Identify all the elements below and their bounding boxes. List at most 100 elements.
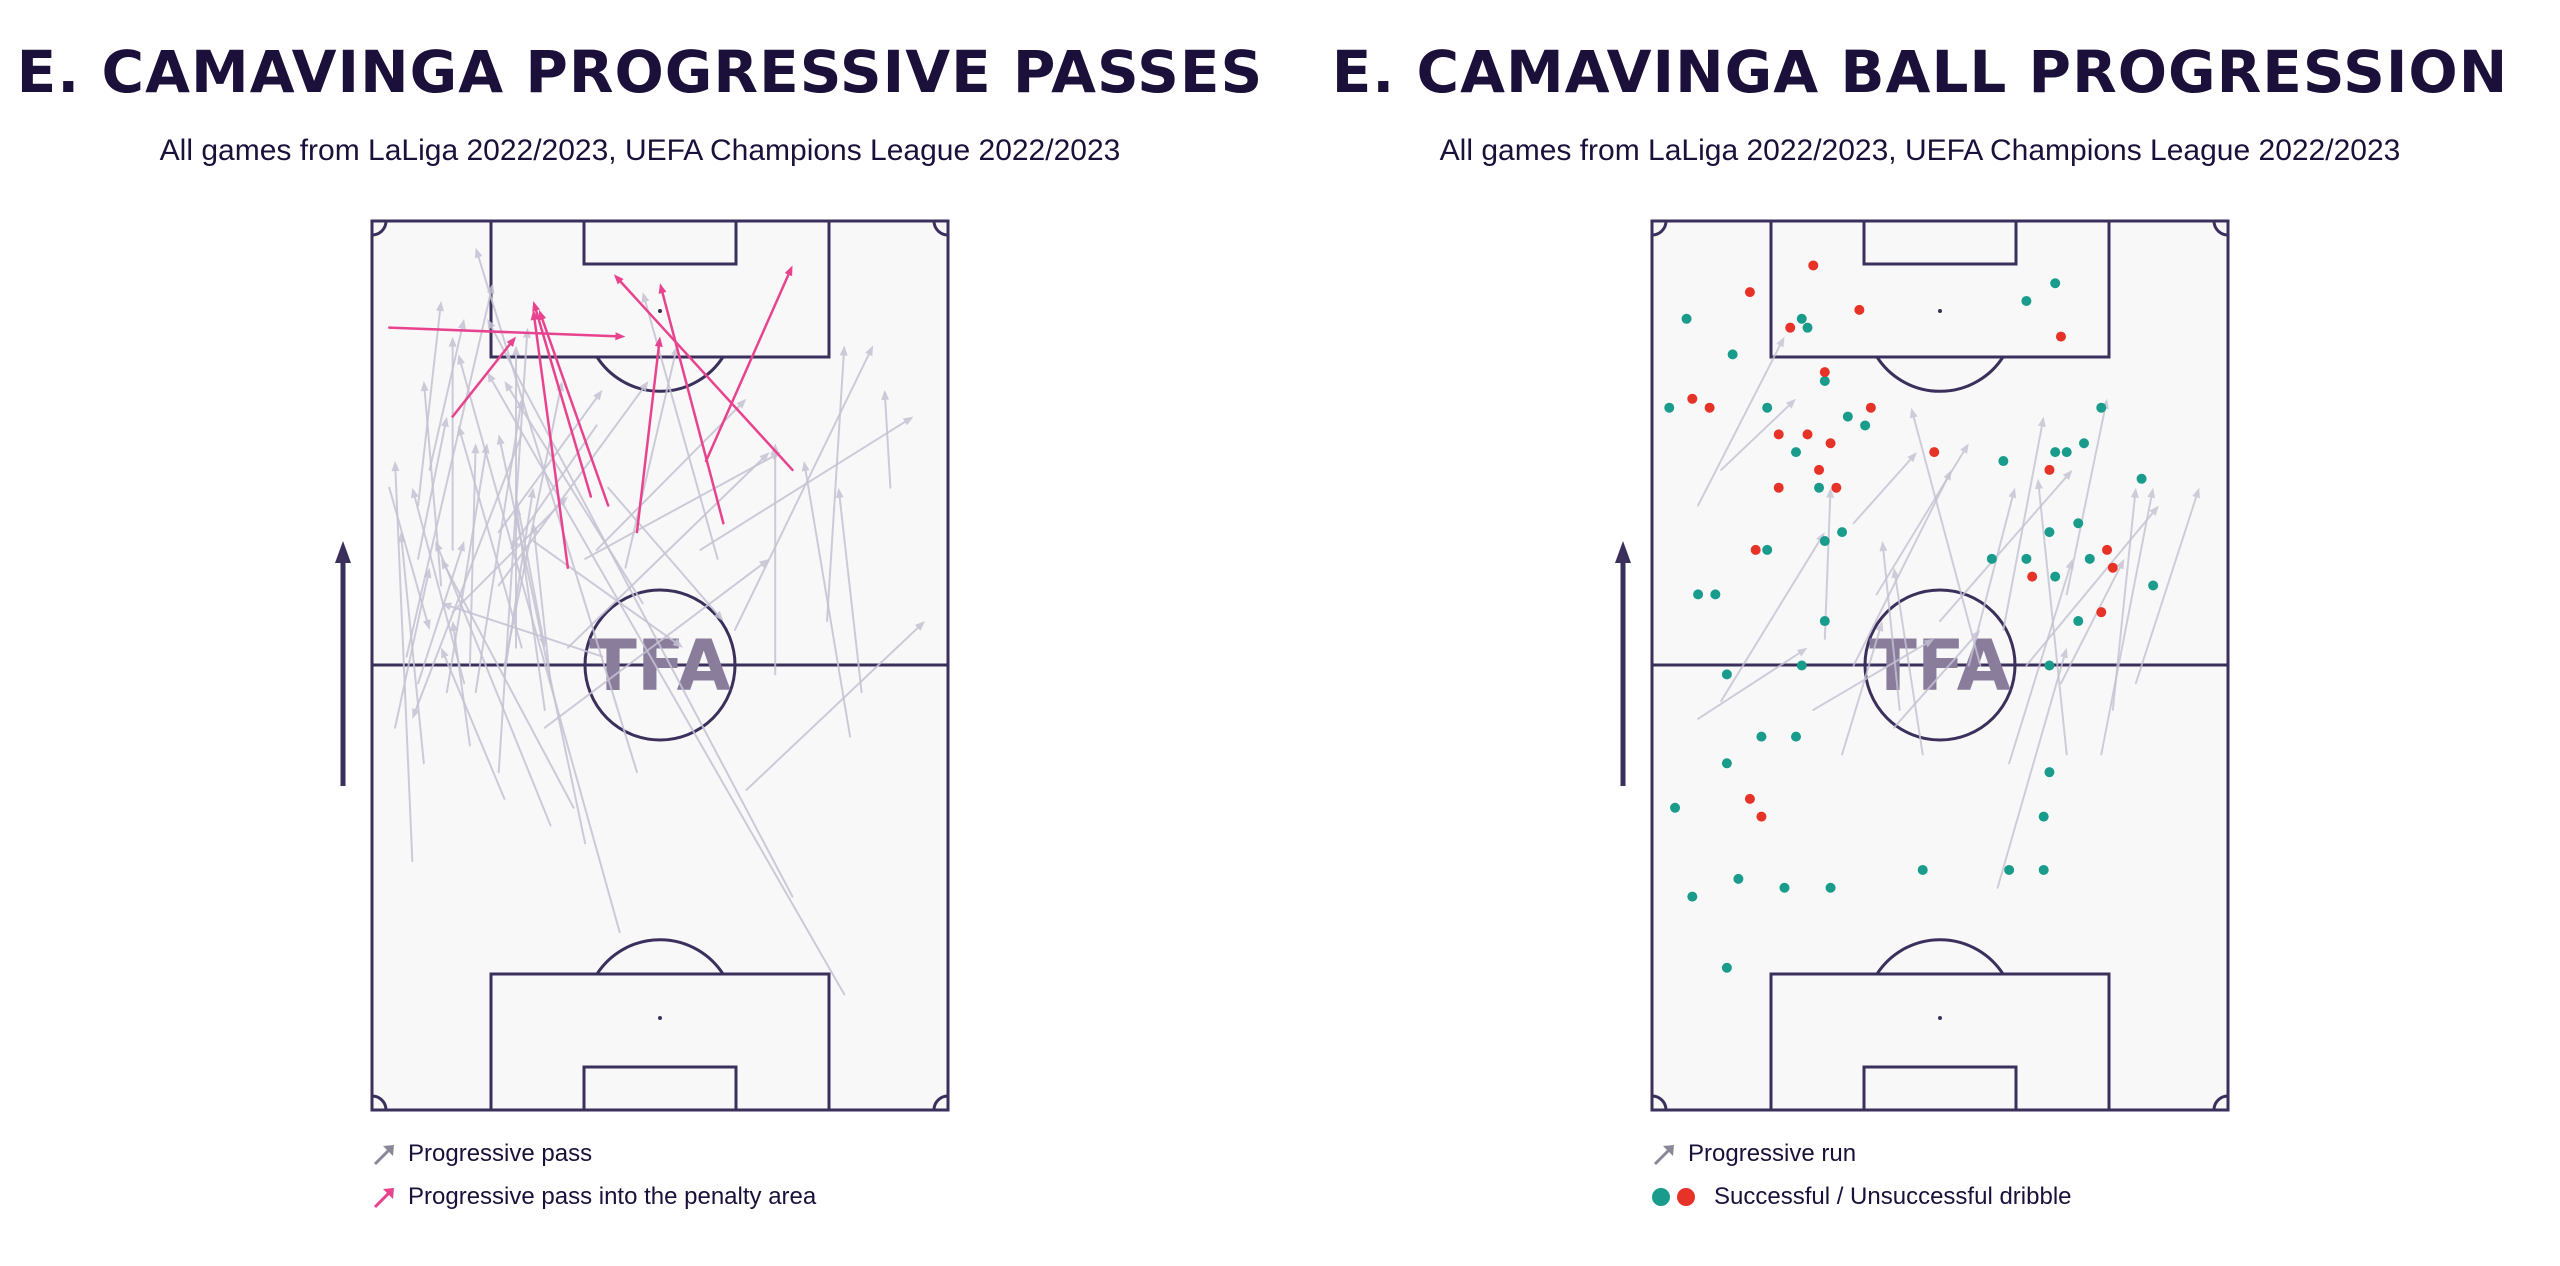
legend-label: Successful / Unsuccessful dribble	[1714, 1183, 2072, 1210]
progressive-run-line	[2059, 566, 2121, 685]
box-pass-head	[530, 309, 539, 321]
progressive-pass-head	[391, 461, 400, 472]
progressive-run-line	[2065, 407, 2107, 596]
box-pass-line	[619, 280, 794, 472]
progressive-pass-line	[468, 452, 477, 667]
progressive-pass-head	[759, 452, 770, 462]
successful-dribble	[1796, 660, 1807, 671]
bottom-penalty-arc	[1875, 938, 2005, 975]
box-pass-line	[388, 326, 617, 338]
progressive-pass	[412, 433, 523, 719]
progressive-run-head	[2149, 505, 2159, 516]
progressive-pass	[397, 532, 425, 765]
progressive-run	[1967, 487, 2017, 667]
attack-arrow-head	[335, 541, 351, 563]
successful-dribble	[1825, 882, 1836, 893]
progressive-pass-line	[444, 566, 575, 809]
progressive-pass-line	[394, 576, 429, 729]
successful-dribble	[2050, 278, 2061, 289]
progressive-pass-line	[417, 309, 442, 507]
progressive-pass	[487, 318, 794, 898]
progressive-pass	[450, 621, 471, 747]
progressive-run	[2134, 487, 2200, 685]
successful-dribble	[1779, 882, 1790, 893]
progressive-pass	[733, 345, 874, 631]
progressive-pass-line	[532, 540, 676, 643]
unsuccessful-dribble	[1750, 544, 1761, 555]
progressive-pass	[474, 247, 638, 774]
corner-arc	[371, 1094, 388, 1111]
progressive-pass	[441, 558, 575, 809]
progressive-pass-line	[449, 605, 604, 658]
progressive-run	[1823, 487, 1835, 640]
progressive-run-head	[2037, 416, 2046, 428]
progressive-pass-line	[490, 326, 794, 898]
progressive-pass-head	[914, 621, 925, 631]
progressive-pass-head	[639, 381, 649, 392]
successful-dribble	[2079, 438, 2089, 449]
attack-arrow-head	[1615, 541, 1631, 563]
box-pass	[704, 265, 793, 463]
progressive-run-head	[1879, 541, 1888, 552]
successful-dribble	[1791, 447, 1801, 458]
successful-dribble	[2050, 571, 2061, 582]
progressive-run-line	[2111, 496, 2136, 711]
successful-dribble	[2096, 402, 2107, 413]
progressive-pass-line	[460, 434, 523, 649]
successful-dribble	[1710, 589, 1721, 600]
progressive-pass	[699, 416, 914, 551]
box-pass-line	[541, 318, 610, 507]
progressive-pass-line	[838, 496, 863, 694]
progressive-pass-head	[458, 318, 466, 330]
successful-dribble	[1814, 482, 1825, 493]
progressive-run-line	[2134, 496, 2198, 685]
progressive-run-line	[1720, 539, 1821, 703]
progressive-run-head	[1943, 469, 1952, 481]
progressive-pass-head	[486, 283, 495, 294]
progressive-pass-line	[497, 396, 598, 534]
bottom-six-yard-box	[582, 1065, 738, 1112]
pitch-passes: TFA	[335, 219, 950, 1112]
progressive-pass	[881, 389, 892, 489]
progressive-run-head	[2130, 487, 2139, 499]
progressive-pass-head	[481, 443, 490, 454]
progressive-pass	[448, 336, 457, 551]
bottom-penalty-spot	[658, 1016, 662, 1020]
unsuccessful-dribble	[1865, 402, 1876, 413]
progressive-pass-head	[902, 416, 914, 426]
successful-dribble	[1802, 322, 1813, 333]
progressive-pass-head	[440, 416, 449, 428]
progressive-pass-head	[423, 619, 431, 630]
tfa-watermark: TFA	[1869, 625, 2011, 707]
progressive-pass-line	[428, 327, 463, 471]
progressive-pass-head	[487, 318, 496, 330]
progressive-run-line	[1852, 458, 1912, 525]
progressive-pass-line	[417, 549, 463, 685]
box-pass	[658, 283, 725, 525]
successful-dribble	[2073, 616, 2084, 627]
progressive-pass-line	[733, 353, 870, 631]
ball-progression-panel: E. CAMAVINGA BALL PROGRESSION All games …	[1280, 0, 2560, 1266]
box-pass-line	[704, 273, 790, 463]
progressive-pass-line	[745, 626, 919, 791]
unsuccessful-dribble	[1802, 429, 1813, 440]
unsuccessful-dribble	[1744, 793, 1755, 804]
progressive-run-line	[2002, 425, 2043, 631]
progressive-pass-head	[593, 389, 603, 401]
unsuccessful-dribble	[1808, 260, 1819, 271]
progressive-run-head	[1785, 398, 1796, 409]
progressive-pass-line	[595, 404, 741, 551]
progressive-run-head	[1776, 336, 1785, 348]
progressive-pass	[417, 301, 444, 507]
progressive-pass	[504, 381, 644, 605]
unsuccessful-dribble	[1756, 811, 1767, 822]
progressive-pass-head	[771, 443, 780, 454]
unsuccessful-dribble	[1704, 402, 1715, 413]
progressive-pass	[428, 318, 466, 471]
unsuccessful-dribble	[2055, 331, 2066, 342]
progressive-pass-head	[397, 532, 406, 543]
successful-dribble	[2021, 296, 2032, 307]
progressive-pass-line	[533, 532, 552, 685]
arrow-icon	[373, 1145, 394, 1166]
progressive-run-head	[1875, 621, 1884, 632]
